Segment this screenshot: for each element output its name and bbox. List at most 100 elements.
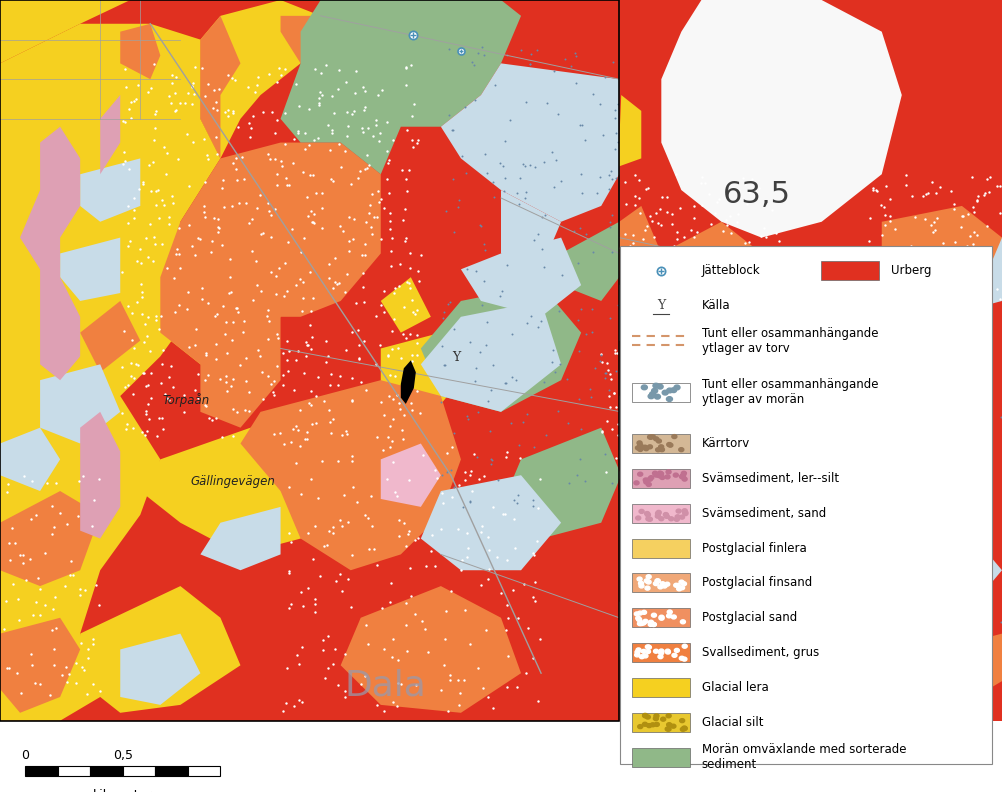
Point — [339, 268, 355, 280]
Point — [134, 308, 150, 321]
Point — [303, 205, 319, 218]
Point — [261, 68, 277, 81]
Point — [536, 261, 552, 273]
Point — [767, 260, 783, 272]
Circle shape — [647, 478, 652, 482]
Point — [715, 542, 731, 554]
Point — [369, 119, 385, 131]
Circle shape — [643, 654, 648, 658]
Point — [730, 184, 746, 196]
Point — [903, 240, 919, 253]
Point — [992, 293, 1002, 306]
Point — [545, 344, 561, 356]
Point — [435, 311, 451, 324]
Point — [650, 217, 666, 230]
Point — [171, 248, 187, 261]
Point — [356, 295, 372, 308]
Point — [825, 510, 841, 523]
Polygon shape — [661, 0, 902, 238]
Text: 0,5: 0,5 — [113, 749, 132, 762]
Point — [843, 485, 859, 498]
Text: Torpaån: Torpaån — [162, 393, 210, 407]
Point — [485, 359, 501, 371]
Circle shape — [655, 447, 660, 451]
Point — [485, 702, 501, 714]
Point — [548, 154, 564, 166]
Point — [321, 525, 337, 538]
Point — [344, 549, 360, 562]
Point — [392, 402, 408, 415]
Point — [309, 390, 325, 402]
Point — [361, 512, 377, 524]
Point — [719, 644, 735, 657]
Point — [479, 315, 495, 328]
Point — [931, 289, 947, 302]
Point — [748, 185, 765, 198]
Circle shape — [679, 515, 684, 519]
Point — [585, 88, 601, 101]
Point — [320, 350, 336, 363]
Point — [729, 216, 745, 229]
Point — [741, 236, 758, 249]
Point — [871, 463, 887, 475]
Point — [137, 408, 153, 421]
Point — [294, 641, 310, 653]
Circle shape — [643, 478, 648, 482]
Point — [645, 601, 661, 614]
Point — [747, 301, 764, 314]
Point — [398, 60, 414, 73]
Point — [801, 458, 817, 470]
Point — [249, 78, 266, 91]
Point — [724, 686, 740, 699]
Point — [573, 303, 589, 316]
Point — [761, 501, 777, 514]
Point — [609, 347, 625, 360]
Point — [706, 272, 722, 285]
Point — [653, 569, 669, 581]
Point — [708, 355, 724, 367]
Text: Svämsediment, ler--silt: Svämsediment, ler--silt — [701, 472, 839, 485]
Point — [219, 384, 235, 397]
Point — [485, 501, 501, 513]
Point — [345, 371, 361, 384]
Point — [160, 394, 176, 407]
Point — [805, 547, 821, 560]
Point — [331, 277, 347, 290]
Point — [634, 388, 650, 401]
Circle shape — [646, 575, 651, 579]
Point — [610, 97, 626, 110]
Point — [669, 463, 685, 476]
Point — [221, 270, 237, 283]
Point — [405, 294, 421, 307]
Point — [230, 305, 246, 318]
Point — [876, 241, 892, 253]
Point — [804, 399, 820, 412]
Circle shape — [668, 444, 673, 447]
Point — [928, 187, 944, 200]
Text: Tunt eller osammanhängande
ytlager av torv: Tunt eller osammanhängande ytlager av to… — [701, 326, 879, 355]
Circle shape — [638, 581, 643, 585]
Point — [694, 569, 710, 581]
Point — [593, 348, 609, 360]
Point — [334, 520, 350, 533]
Point — [802, 365, 818, 378]
Point — [283, 436, 299, 448]
Point — [935, 236, 951, 249]
Point — [454, 554, 470, 566]
Point — [276, 347, 292, 360]
Point — [787, 612, 803, 625]
Circle shape — [646, 580, 651, 584]
Point — [143, 367, 159, 379]
Point — [734, 172, 750, 185]
Point — [671, 252, 687, 265]
Point — [147, 122, 163, 135]
Point — [399, 124, 415, 136]
Point — [450, 200, 466, 213]
Point — [300, 338, 316, 351]
Point — [686, 691, 702, 704]
Point — [255, 106, 271, 119]
Point — [327, 106, 343, 119]
Point — [877, 456, 893, 469]
Point — [534, 210, 550, 223]
Point — [823, 518, 839, 531]
